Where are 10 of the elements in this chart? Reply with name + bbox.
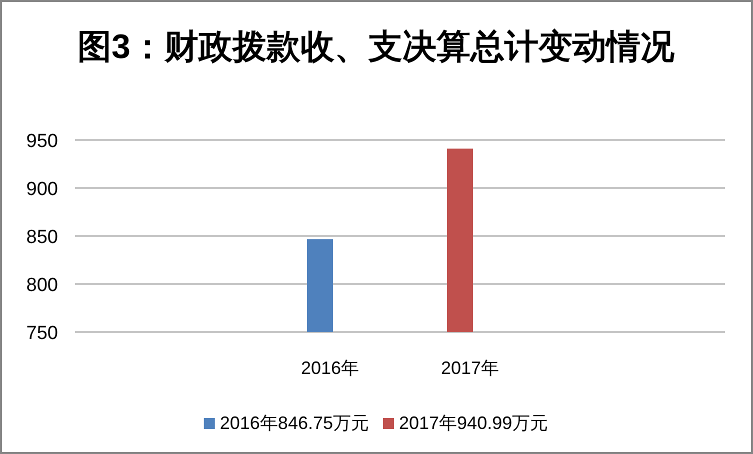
x-tick-label: 2017年 (440, 358, 500, 378)
legend-label: 2016年846.75万元 (220, 413, 369, 433)
y-tick-label: 850 (26, 227, 58, 248)
y-tick-label: 750 (26, 323, 58, 344)
y-tick-label: 800 (26, 275, 58, 296)
chart-title: 图3：财政拨款收、支决算总计变动情况 (78, 28, 676, 66)
y-tick-label: 950 (26, 131, 58, 152)
x-tick-label: 2016年 (300, 358, 360, 378)
legend-label: 2017年940.99万元 (399, 413, 548, 433)
y-tick-label: 900 (26, 179, 58, 200)
